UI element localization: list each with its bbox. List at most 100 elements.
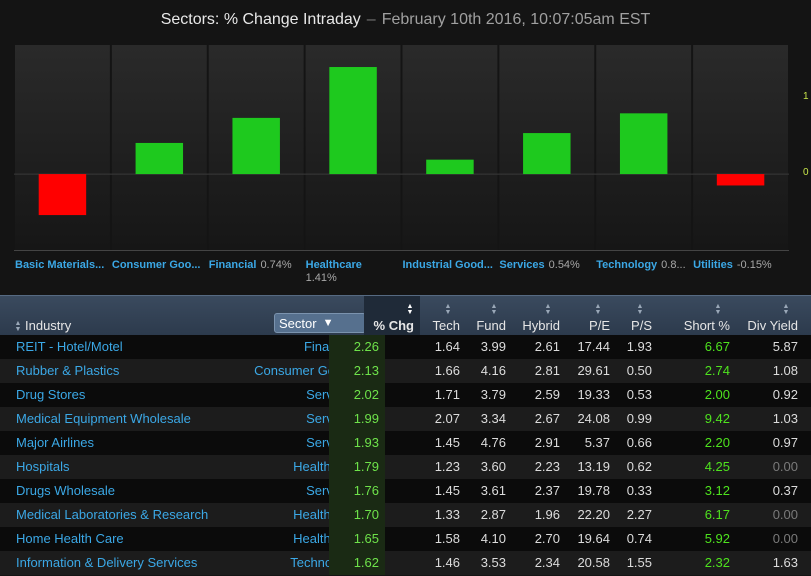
tech-cell: 1.66 bbox=[434, 363, 460, 378]
industry-link[interactable]: Major Airlines bbox=[16, 435, 95, 450]
sector-bar[interactable] bbox=[619, 113, 668, 175]
sector-bar[interactable] bbox=[329, 67, 377, 175]
sector-name[interactable]: Services bbox=[499, 259, 545, 271]
hybrid-cell: 2.91 bbox=[534, 435, 560, 450]
sector-name[interactable]: Utilities bbox=[693, 259, 733, 271]
header-hybrid[interactable]: ▲ ▼ Hybrid bbox=[522, 303, 560, 333]
table-row[interactable]: Drugs WholesaleServices1.761.453.612.371… bbox=[0, 479, 811, 503]
header-div[interactable]: ▲ ▼ Div Yield bbox=[747, 303, 798, 333]
table-row[interactable]: REIT - Hotel/MotelFinancial2.261.643.992… bbox=[0, 335, 811, 359]
pe-cell: 19.64 bbox=[577, 531, 610, 546]
pct-change-cell: 1.62 bbox=[329, 551, 385, 575]
industry-link[interactable]: Medical Laboratories & Research bbox=[16, 507, 209, 522]
sector-label[interactable]: Basic Materials... bbox=[15, 259, 104, 272]
table-row[interactable]: Rubber & Plastics Consumer Goods 2.13 1.66 4… bbox=[0, 359, 811, 383]
sector-change-value: 0.54% bbox=[548, 259, 580, 271]
div-cell: 0.37 bbox=[772, 483, 798, 498]
sector-column-bg bbox=[402, 45, 498, 250]
sector-bar-chart: 1 0 Basic Materials... Consumer Goo... Finan… bbox=[0, 45, 811, 285]
hybrid-cell: 2.81 bbox=[534, 363, 560, 378]
header-chg[interactable]: ▲ ▼ % Chg bbox=[364, 296, 420, 336]
short-cell: 4.25 bbox=[704, 459, 730, 474]
sort-icon: ▲ ▼ bbox=[782, 303, 790, 316]
title-date: February 10th 2016, 10:07:05am EST bbox=[381, 11, 651, 28]
fund-cell: 3.79 bbox=[480, 387, 506, 402]
hybrid-cell: 2.23 bbox=[534, 459, 560, 474]
sector-label[interactable]: Healthcare 1.41% bbox=[306, 259, 362, 285]
sector-label[interactable]: Services 0.54% bbox=[499, 259, 579, 272]
div-cell: 5.87 bbox=[772, 339, 798, 354]
sector-name[interactable]: Technology bbox=[596, 259, 658, 271]
sector-name[interactable]: Basic Materials... bbox=[15, 259, 105, 271]
sector-label[interactable]: Consumer Goo... bbox=[112, 259, 201, 272]
div-cell: 0.92 bbox=[772, 387, 798, 402]
industry-link[interactable]: Information & Delivery Services bbox=[16, 555, 198, 570]
div-cell: 1.08 bbox=[772, 363, 798, 378]
sector-bar[interactable] bbox=[716, 174, 765, 186]
sector-label[interactable]: Utilities -0.15% bbox=[693, 259, 772, 272]
short-cell: 2.20 bbox=[704, 435, 730, 450]
hybrid-cell: 2.67 bbox=[534, 411, 560, 426]
fund-cell: 3.53 bbox=[480, 555, 506, 570]
tech-cell: 1.71 bbox=[434, 387, 460, 402]
sector-name[interactable]: Consumer Goo... bbox=[111, 259, 201, 271]
sector-label[interactable]: Financial 0.74% bbox=[209, 259, 292, 272]
industry-link[interactable]: Drugs Wholesale bbox=[16, 483, 115, 498]
hybrid-cell: 2.59 bbox=[534, 387, 560, 402]
industry-link[interactable]: Home Health Care bbox=[16, 531, 124, 546]
sector-bar[interactable] bbox=[232, 117, 280, 175]
sector-filter-button[interactable]: Sector ▼ bbox=[274, 313, 366, 333]
header-pe[interactable]: ▲ ▼ P/E bbox=[589, 303, 610, 333]
pct-change-cell: 2.02 bbox=[329, 383, 385, 407]
pct-change-cell: 1.93 bbox=[329, 431, 385, 455]
div-cell: 0.00 bbox=[772, 507, 798, 522]
ps-cell: 0.50 bbox=[626, 363, 652, 378]
fund-cell: 3.60 bbox=[480, 459, 506, 474]
table-row[interactable]: Medical Equipment WholesaleServices1.992… bbox=[0, 407, 811, 431]
fund-cell: 2.87 bbox=[480, 507, 506, 522]
short-cell: 5.92 bbox=[704, 531, 730, 546]
table-row[interactable]: Drug StoresServices2.021.713.792.5919.33… bbox=[0, 383, 811, 407]
sector-name[interactable]: Financial bbox=[208, 259, 257, 271]
industry-link[interactable]: REIT - Hotel/Motel bbox=[16, 339, 123, 354]
hybrid-cell: 2.70 bbox=[534, 531, 560, 546]
tech-cell: 1.45 bbox=[434, 483, 460, 498]
sector-bar[interactable] bbox=[523, 133, 571, 175]
header-ps[interactable]: ▲ ▼ P/S bbox=[631, 303, 652, 333]
sector-name[interactable]: Healthcare bbox=[305, 259, 362, 271]
tech-cell: 1.33 bbox=[434, 507, 460, 522]
table-row[interactable]: Hospitals Healthcare 1.79 1.23 3.60 2.23 13.19… bbox=[0, 455, 811, 479]
table-row[interactable]: Home Health Care Healthcare 1.65 1.58 4.10 2.… bbox=[0, 527, 811, 551]
table-row[interactable]: Information & Delivery Services Technolog… bbox=[0, 551, 811, 575]
ps-cell: 0.62 bbox=[626, 459, 652, 474]
header-industry[interactable]: ▲ ▼ Industry bbox=[14, 318, 72, 333]
industry-link[interactable]: Hospitals bbox=[16, 459, 70, 474]
sector-bar[interactable] bbox=[38, 174, 87, 216]
industry-link[interactable]: Medical Equipment Wholesale bbox=[16, 411, 191, 426]
sort-icon: ▲ ▼ bbox=[444, 303, 452, 316]
sector-change-value: 0.8... bbox=[661, 259, 686, 271]
sector-bar[interactable] bbox=[426, 159, 474, 175]
header-fund[interactable]: ▲ ▼ Fund bbox=[476, 303, 506, 333]
pct-change-cell: 1.65 bbox=[329, 527, 385, 551]
pct-change-cell: 2.13 bbox=[329, 359, 385, 383]
industry-link[interactable]: Rubber & Plastics bbox=[16, 363, 120, 378]
header-short[interactable]: ▲ ▼ Short % bbox=[683, 303, 730, 333]
div-cell: 0.00 bbox=[772, 459, 798, 474]
sector-column-bg bbox=[693, 45, 788, 250]
header-tech[interactable]: ▲ ▼ Tech bbox=[432, 303, 460, 333]
ps-cell: 0.99 bbox=[626, 411, 652, 426]
table-header: ▲ ▼ Industry Sector ▼ ▲ ▼ % Chg ▲ ▼ Tech ▲ ▼… bbox=[0, 295, 811, 336]
div-cell: 0.97 bbox=[772, 435, 798, 450]
sector-bar[interactable] bbox=[135, 142, 184, 175]
sector-name[interactable]: Industrial Good... bbox=[402, 259, 493, 271]
sort-icon: ▲ ▼ bbox=[544, 303, 552, 316]
sector-label[interactable]: Technology 0.8... bbox=[596, 259, 685, 272]
fund-cell: 3.34 bbox=[480, 411, 506, 426]
table-row[interactable]: Medical Laboratories & Research Healthcar… bbox=[0, 503, 811, 527]
ps-cell: 0.33 bbox=[626, 483, 652, 498]
industry-link[interactable]: Drug Stores bbox=[16, 387, 86, 402]
sector-label[interactable]: Industrial Good... bbox=[403, 259, 493, 272]
table-row[interactable]: Major AirlinesServices1.931.454.762.915.… bbox=[0, 431, 811, 455]
tech-cell: 2.07 bbox=[434, 411, 460, 426]
